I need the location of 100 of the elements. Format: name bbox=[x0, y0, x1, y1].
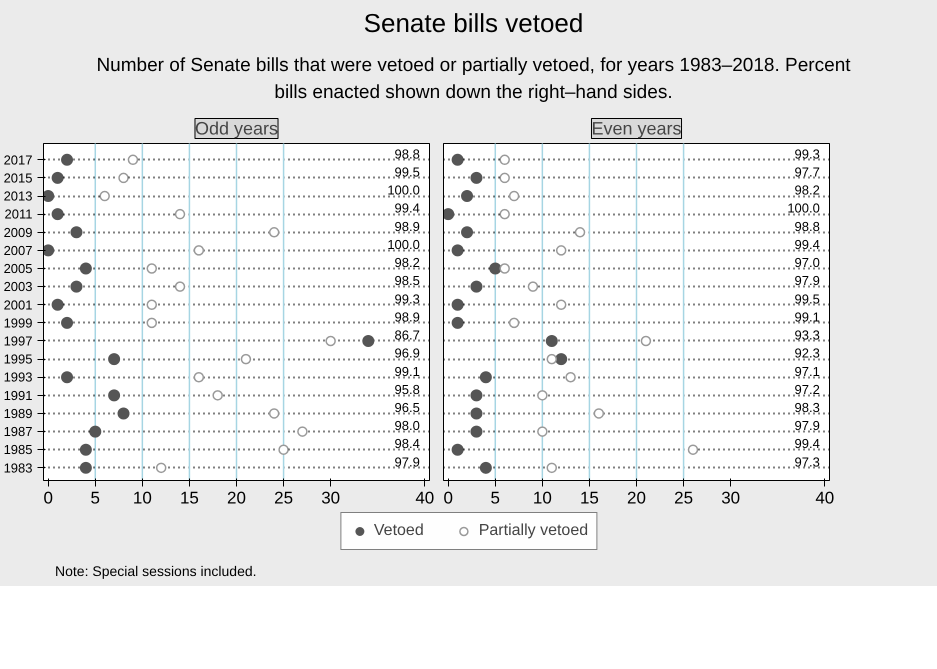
x-tick-label: 15 bbox=[580, 488, 599, 508]
point bbox=[537, 426, 548, 438]
annotation: 86.7 bbox=[394, 328, 420, 343]
point bbox=[461, 226, 474, 239]
point bbox=[61, 317, 74, 330]
y-tick-label: 2005 bbox=[4, 261, 32, 276]
x-tick-label: 5 bbox=[90, 488, 100, 508]
x-tick-label: 30 bbox=[321, 488, 340, 508]
point bbox=[61, 372, 74, 384]
point bbox=[546, 335, 558, 348]
annotation: 98.3 bbox=[794, 400, 820, 416]
y-tick-label: 2011 bbox=[4, 207, 33, 222]
point bbox=[194, 372, 204, 383]
point bbox=[470, 172, 482, 184]
point bbox=[480, 372, 492, 384]
annotation: 98.0 bbox=[394, 418, 420, 434]
point bbox=[499, 264, 510, 274]
y-tick-label: 2009 bbox=[4, 225, 32, 240]
point bbox=[80, 462, 92, 474]
point bbox=[146, 318, 158, 329]
annotation: 99.4 bbox=[794, 237, 820, 252]
y-tick-label: 2015 bbox=[4, 170, 32, 186]
x-tick-label: 5 bbox=[490, 488, 500, 508]
annotation: 97.9 bbox=[794, 274, 820, 289]
annotation: 97.1 bbox=[794, 364, 820, 380]
y-tick-label: 2007 bbox=[4, 243, 32, 258]
y-tick-label: 1993 bbox=[4, 370, 32, 386]
y-tick-label: 1987 bbox=[4, 424, 32, 440]
annotation: 97.0 bbox=[794, 255, 820, 270]
point bbox=[480, 462, 492, 474]
point bbox=[89, 426, 102, 438]
point bbox=[574, 227, 586, 238]
annotation: 97.9 bbox=[394, 454, 420, 470]
y-tick-label: 1983 bbox=[4, 460, 32, 476]
point bbox=[80, 444, 92, 456]
point bbox=[452, 244, 464, 257]
point bbox=[52, 208, 64, 221]
annotation: 97.2 bbox=[794, 382, 820, 398]
annotation: 98.4 bbox=[394, 436, 420, 452]
point bbox=[108, 390, 120, 402]
point bbox=[452, 154, 464, 166]
point bbox=[489, 262, 502, 275]
text: Even years bbox=[591, 118, 682, 139]
text: Number of Senate bills that were vetoed or partially vetoed, for years 1983–2018. Percent bills enacted shown down the right–hand sides. bbox=[95, 54, 852, 106]
chart-title: Senate bills vetoed bbox=[364, 7, 584, 40]
annotation: 97.7 bbox=[794, 164, 820, 180]
point bbox=[508, 318, 520, 329]
x-tick-label: 0 bbox=[43, 488, 53, 508]
point bbox=[297, 426, 308, 438]
annotation: 96.9 bbox=[394, 346, 420, 362]
point bbox=[70, 226, 82, 239]
point bbox=[499, 173, 510, 184]
x-tick-label: 40 bbox=[415, 488, 434, 508]
annotation: 92.3 bbox=[794, 346, 820, 362]
point bbox=[240, 354, 252, 365]
point bbox=[70, 281, 82, 294]
point bbox=[565, 372, 576, 383]
point bbox=[362, 335, 374, 348]
point bbox=[212, 390, 223, 402]
y-tick-label: 1999 bbox=[4, 316, 32, 331]
point bbox=[499, 154, 510, 166]
annotation: 97.9 bbox=[794, 418, 820, 434]
annotation: 99.3 bbox=[794, 146, 820, 162]
annotation: 98.9 bbox=[394, 219, 420, 234]
point bbox=[325, 336, 336, 347]
annotation: 99.5 bbox=[394, 164, 420, 180]
legend-label: Vetoed bbox=[374, 522, 424, 540]
y-tick-label: 1997 bbox=[4, 334, 32, 349]
annotation: 99.1 bbox=[394, 364, 420, 380]
annotation: 98.8 bbox=[394, 146, 420, 162]
point bbox=[546, 463, 558, 474]
point bbox=[118, 408, 130, 420]
annotation: 97.3 bbox=[794, 454, 820, 470]
annotation: 93.3 bbox=[794, 328, 820, 343]
point bbox=[52, 299, 64, 312]
y-tick-label: 2017 bbox=[4, 152, 32, 168]
point bbox=[452, 444, 464, 456]
x-tick-label: 15 bbox=[180, 488, 199, 508]
x-tick-label: 20 bbox=[627, 488, 646, 508]
point bbox=[546, 354, 558, 365]
point bbox=[52, 172, 64, 184]
annotation: 99.5 bbox=[794, 292, 820, 307]
point bbox=[470, 426, 482, 438]
point bbox=[146, 300, 158, 310]
annotation: 100.0 bbox=[387, 237, 420, 252]
point bbox=[508, 191, 520, 202]
y-tick-label: 2003 bbox=[4, 280, 32, 295]
point bbox=[537, 390, 548, 402]
text: Note: Special sessions included. bbox=[55, 562, 257, 582]
point bbox=[118, 173, 129, 184]
point bbox=[44, 190, 54, 202]
annotation: 98.9 bbox=[394, 310, 420, 325]
x-tick-label: 25 bbox=[674, 488, 694, 508]
point bbox=[278, 444, 289, 456]
point bbox=[99, 191, 110, 202]
point bbox=[444, 208, 454, 221]
x-tick-label: 20 bbox=[227, 488, 246, 508]
point bbox=[452, 317, 464, 330]
point bbox=[156, 463, 166, 474]
y-tick-label: 1989 bbox=[4, 406, 32, 422]
